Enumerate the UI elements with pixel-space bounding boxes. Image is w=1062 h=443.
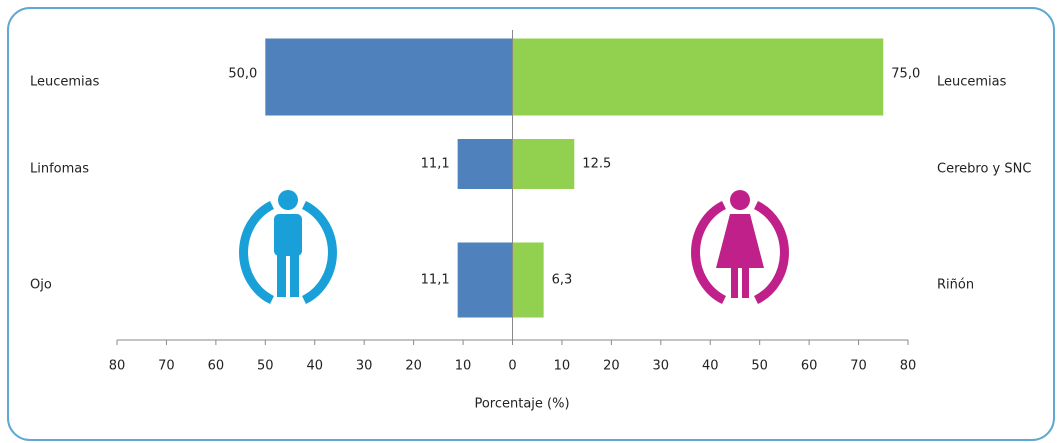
x-tick-label: 50	[257, 359, 274, 374]
frame	[7, 7, 1055, 441]
bar	[457, 242, 513, 318]
bar	[265, 38, 513, 116]
data-label: 11,1	[421, 273, 450, 288]
bar	[512, 139, 575, 189]
x-tick-label: 50	[751, 359, 768, 374]
x-tick-label: 80	[109, 359, 126, 374]
x-tick-label: 30	[653, 359, 670, 374]
bar	[457, 139, 513, 189]
x-tick-label: 0	[508, 359, 516, 374]
data-label: 12.5	[582, 157, 611, 172]
data-label: 6,3	[552, 273, 573, 288]
bar	[512, 38, 884, 116]
category-label: Leucemias	[30, 75, 100, 90]
data-label: 11,1	[421, 157, 450, 172]
x-tick-label: 40	[306, 359, 323, 374]
data-label: 75,0	[891, 67, 920, 82]
male-icon	[239, 190, 337, 305]
category-label: Leucemias	[937, 75, 1007, 90]
x-tick-label: 30	[356, 359, 373, 374]
category-label: Riñón	[937, 278, 974, 293]
data-label: 50,0	[228, 67, 257, 82]
x-tick-label: 40	[702, 359, 719, 374]
category-label: Ojo	[30, 278, 52, 293]
x-tick-label: 20	[405, 359, 422, 374]
category-label: Linfomas	[30, 162, 89, 177]
x-tick-label: 10	[455, 359, 472, 374]
x-tick-label: 20	[603, 359, 620, 374]
female-icon	[691, 190, 789, 305]
x-tick-label: 70	[850, 359, 867, 374]
x-tick-label: 10	[554, 359, 571, 374]
x-axis-title: Porcentaje (%)	[474, 397, 569, 412]
bar	[512, 242, 544, 318]
x-tick-label: 80	[900, 359, 917, 374]
x-tick-label: 60	[801, 359, 818, 374]
x-tick-label: 70	[158, 359, 175, 374]
category-label: Cerebro y SNC	[937, 162, 1031, 177]
x-tick-label: 60	[208, 359, 225, 374]
